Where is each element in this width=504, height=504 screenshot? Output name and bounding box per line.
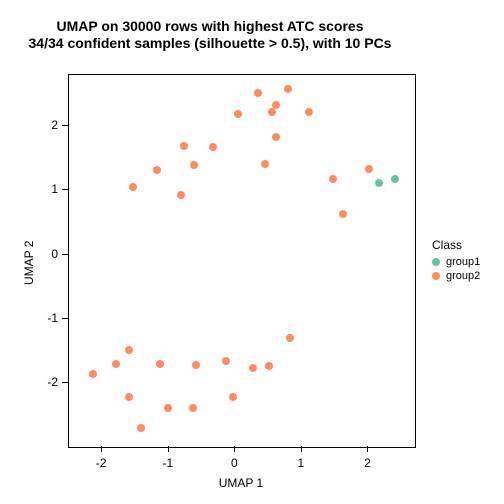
- chart-title: UMAP on 30000 rows with highest ATC scor…: [0, 18, 420, 52]
- scatter-point: [229, 393, 237, 401]
- scatter-point: [284, 85, 292, 93]
- scatter-point: [209, 143, 217, 151]
- y-tick-label: -1: [38, 311, 58, 325]
- scatter-point: [272, 133, 280, 141]
- scatter-point: [268, 108, 276, 116]
- y-tick-mark: [62, 382, 68, 383]
- x-tick-label: -1: [162, 456, 173, 470]
- x-tick-label: 0: [231, 456, 238, 470]
- legend-label: group2: [446, 270, 480, 282]
- scatter-point: [125, 393, 133, 401]
- scatter-point: [234, 110, 242, 118]
- y-tick-mark: [62, 254, 68, 255]
- y-tick-label: -2: [38, 375, 58, 389]
- scatter-point: [189, 404, 197, 412]
- scatter-point: [286, 334, 294, 342]
- scatter-point: [153, 166, 161, 174]
- x-tick-mark: [301, 446, 302, 452]
- legend-swatch: [432, 258, 440, 266]
- x-tick-mark: [101, 446, 102, 452]
- y-tick-label: 0: [38, 247, 58, 261]
- y-tick-mark: [62, 189, 68, 190]
- chart-title-line1: UMAP on 30000 rows with highest ATC scor…: [0, 18, 420, 35]
- legend: Class group1 group2: [432, 238, 480, 284]
- legend-item: group1: [432, 256, 480, 268]
- scatter-point: [265, 362, 273, 370]
- scatter-point: [305, 108, 313, 116]
- scatter-point: [89, 370, 97, 378]
- x-tick-mark: [234, 446, 235, 452]
- scatter-point: [249, 364, 257, 372]
- chart-title-line2: 34/34 confident samples (silhouette > 0.…: [0, 35, 420, 52]
- scatter-point: [180, 142, 188, 150]
- legend-swatch: [432, 272, 440, 280]
- legend-item: group2: [432, 270, 480, 282]
- scatter-point: [177, 191, 185, 199]
- x-tick-mark: [168, 446, 169, 452]
- scatter-point: [156, 360, 164, 368]
- scatter-point: [261, 160, 269, 168]
- x-tick-label: -2: [96, 456, 107, 470]
- legend-label: group1: [446, 256, 480, 268]
- scatter-point: [112, 360, 120, 368]
- y-tick-mark: [62, 125, 68, 126]
- scatter-point: [365, 165, 373, 173]
- y-tick-label: 2: [38, 118, 58, 132]
- scatter-point: [129, 183, 137, 191]
- x-tick-label: 2: [364, 456, 371, 470]
- scatter-point: [329, 175, 337, 183]
- x-tick-label: 1: [298, 456, 305, 470]
- y-tick-mark: [62, 318, 68, 319]
- scatter-point: [339, 210, 347, 218]
- scatter-point: [375, 179, 383, 187]
- scatter-point: [137, 424, 145, 432]
- y-axis-label: UMAP 2: [22, 241, 36, 285]
- scatter-point: [192, 361, 200, 369]
- scatter-point: [272, 101, 280, 109]
- scatter-point: [254, 89, 262, 97]
- scatter-point: [164, 404, 172, 412]
- x-tick-mark: [367, 446, 368, 452]
- y-tick-label: 1: [38, 182, 58, 196]
- legend-title: Class: [432, 238, 480, 252]
- plot-area: [68, 74, 416, 448]
- scatter-point: [222, 357, 230, 365]
- scatter-point: [125, 346, 133, 354]
- scatter-point: [190, 161, 198, 169]
- scatter-point: [391, 175, 399, 183]
- x-axis-label: UMAP 1: [68, 476, 414, 490]
